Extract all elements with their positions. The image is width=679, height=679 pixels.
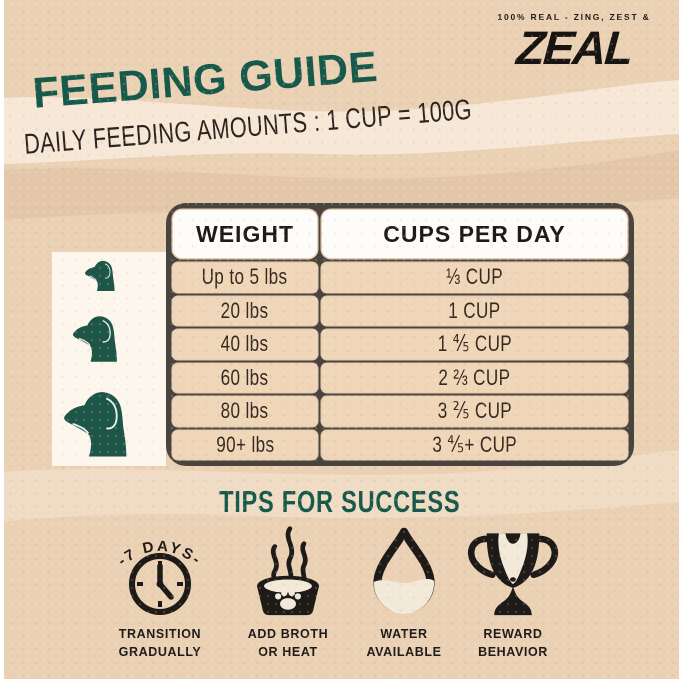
column-header-weight: WEIGHT [173, 210, 317, 258]
dog-silhouette-large-icon [64, 392, 127, 457]
steam-bowl-icon [256, 526, 320, 616]
tip-caption: TRANSITION GRADUALLY [118, 627, 202, 660]
page-left-edge [0, 0, 4, 679]
tip-add-broth-or-heat: ADD BROTH OR HEAT [231, 524, 345, 661]
tip-water-available: WATER AVAILABLE [354, 524, 454, 661]
cups-cell: 2 ⅔ CUP [322, 363, 627, 392]
tip-caption: ADD BROTH OR HEAT [247, 627, 329, 660]
tips-title: TIPS FOR SUCCESS [0, 484, 679, 520]
tip-caption: WATER AVAILABLE [366, 627, 442, 660]
trophy-dog-icon [467, 533, 559, 616]
brand-tagline: 100% REAL - ZING, ZEST & [497, 12, 651, 22]
cups-header-label: CUPS PER DAY [383, 220, 566, 247]
feeding-table: WEIGHT CUPS PER DAY Up to 5 lbs ⅓ CUP 20… [166, 203, 634, 466]
weight-cell: 60 lbs [173, 363, 317, 392]
tips-title-text: TIPS FOR SUCCESS [218, 484, 461, 519]
water-droplet-icon [373, 527, 435, 614]
cups-cell: 1 ⅘ CUP [322, 330, 627, 359]
zeal-logo: ZEAL [514, 21, 634, 74]
brand-block: 100% REAL - ZING, ZEST & ZEAL [485, 12, 663, 74]
cups-cell: ⅓ CUP [322, 263, 627, 292]
weight-cell: 20 lbs [173, 296, 317, 325]
tip-caption: REWARD BEHAVIOR [478, 627, 548, 660]
column-header-cups: CUPS PER DAY [322, 210, 627, 258]
cups-cell: 3 ⅘+ CUP [322, 430, 627, 459]
weight-cell: 40 lbs [173, 330, 317, 359]
weight-cell: 90+ lbs [173, 430, 317, 459]
dog-silhouette-small-icon [84, 260, 115, 292]
dog-silhouette-medium-icon [72, 316, 117, 362]
cups-cell: 3 ⅖ CUP [322, 397, 627, 426]
tip-transition-gradually: -7 DAYS- TRANSITION GRADUALLY [97, 524, 223, 661]
tip-reward-behavior: REWARD BEHAVIOR [456, 524, 570, 661]
weight-cell: Up to 5 lbs [173, 263, 317, 292]
weight-header-label: WEIGHT [196, 220, 294, 247]
cups-cell: 1 CUP [322, 296, 627, 325]
weight-cell: 80 lbs [173, 397, 317, 426]
clock-7-days-icon: -7 DAYS- [115, 538, 203, 615]
